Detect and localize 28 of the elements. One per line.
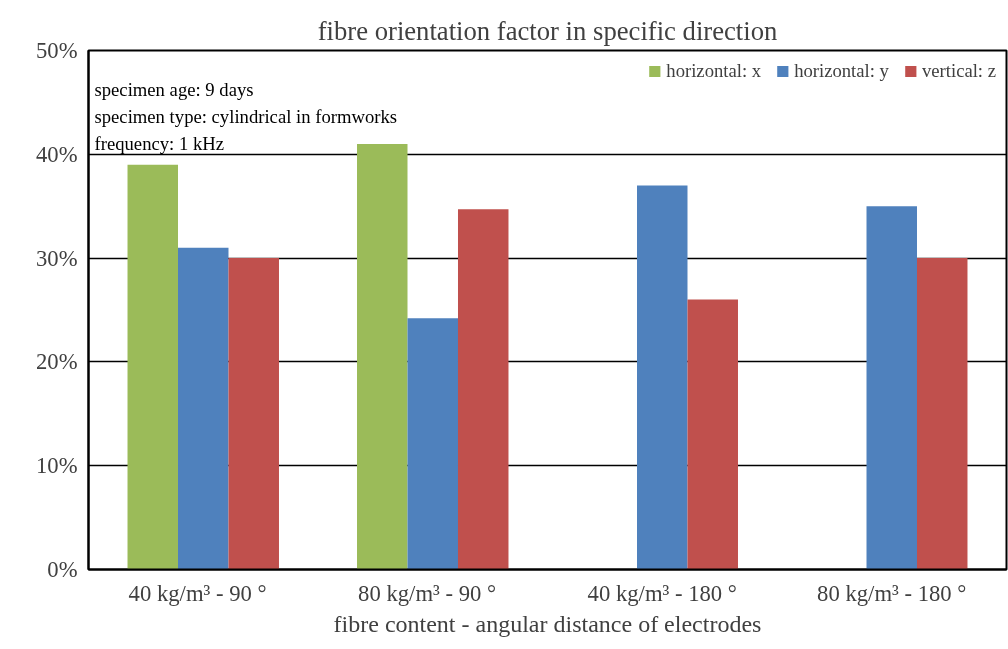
y-tick-label: 30% — [35, 245, 78, 271]
bar — [127, 164, 178, 570]
y-tick-label: 20% — [35, 349, 78, 375]
bar — [916, 258, 968, 570]
bar — [178, 247, 229, 570]
bar — [637, 185, 688, 570]
bar — [457, 209, 509, 570]
bar — [866, 206, 917, 570]
y-tick-label: 40% — [35, 141, 78, 167]
y-tick-label: 10% — [35, 453, 78, 479]
x-tick-label: 80 kg/m³ - 90 ° — [358, 580, 497, 606]
annotation: frequency: 1 kHz — [94, 132, 225, 154]
y-tick-label: 0% — [47, 557, 78, 582]
chart-title: fibre orientation factor in specific direction — [317, 15, 778, 46]
y-tick-label: 50% — [35, 38, 78, 63]
annotation: specimen age: 9 days — [94, 78, 254, 100]
bar — [357, 143, 408, 570]
bar — [228, 258, 279, 570]
annotation: specimen type: cylindrical in formworks — [94, 105, 398, 127]
bar — [687, 299, 738, 570]
x-tick-label: 40 kg/m³ - 90 ° — [128, 580, 267, 606]
x-tick-label: 40 kg/m³ - 180 ° — [587, 580, 737, 606]
x-axis-title: fibre content - angular distance of electrodes — [333, 610, 762, 637]
bar — [407, 318, 458, 570]
legend-label: horizontal: y — [794, 60, 889, 82]
x-tick-label: 80 kg/m³ - 180 ° — [817, 580, 967, 606]
legend-label: vertical: z — [921, 60, 996, 82]
legend-label: horizontal: x — [666, 60, 762, 82]
